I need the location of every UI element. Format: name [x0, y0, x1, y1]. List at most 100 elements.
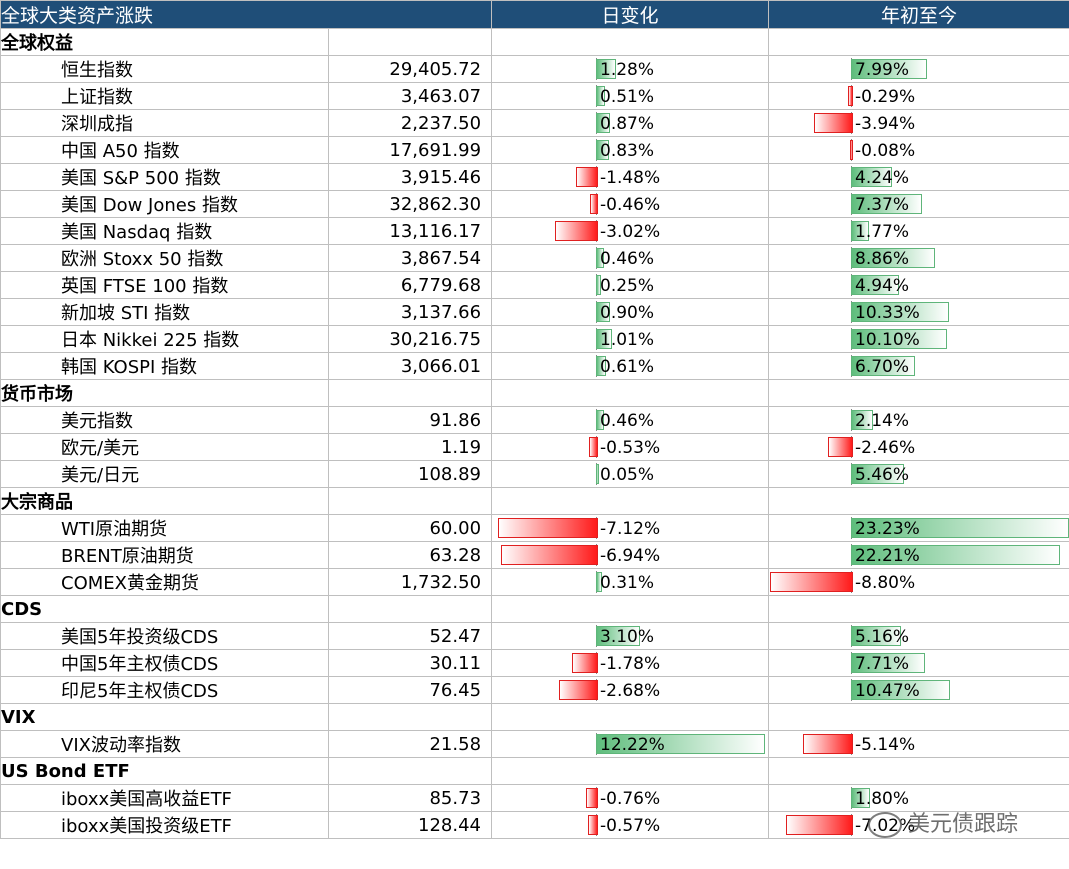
- table-body: 全球权益 恒生指数 29,405.72 1.28% 7.99% 上证指数 3,463.07 0…: [0, 28, 1069, 839]
- ytd-change-label: 7.99%: [855, 60, 910, 80]
- ytd-change-bar: [851, 221, 870, 241]
- asset-value: 3,867.54: [327, 244, 493, 272]
- day-change-bar: [596, 302, 611, 322]
- day-change-label: 0.51%: [600, 87, 655, 107]
- table-row: 美国 Dow Jones 指数 32,862.30 -0.46% 7.37%: [0, 190, 1069, 218]
- ytd-change-cell: 10.33%: [768, 298, 1069, 326]
- ytd-change-bar: [851, 248, 936, 268]
- day-change-bar: [596, 734, 766, 754]
- asset-value: 1.19: [327, 433, 493, 461]
- asset-name: COMEX黄金期货: [0, 568, 329, 596]
- day-change-cell: -0.53%: [491, 433, 770, 461]
- ytd-change-bar: [851, 410, 873, 430]
- day-change-bar: [596, 59, 616, 79]
- empty-cell: [768, 595, 1069, 623]
- day-change-bar: [596, 275, 602, 295]
- ytd-change-bar: [851, 518, 1069, 538]
- asset-name: WTI原油期货: [0, 514, 329, 542]
- section-title: CDS: [0, 595, 329, 623]
- asset-value: 13,116.17: [327, 217, 493, 245]
- table-row: 印尼5年主权债CDS 76.45 -2.68% 10.47%: [0, 676, 1069, 704]
- asset-value: 6,779.68: [327, 271, 493, 299]
- day-change-bar: [596, 248, 605, 268]
- day-change-label: -0.53%: [600, 438, 661, 458]
- ytd-change-cell: -0.29%: [768, 82, 1069, 110]
- asset-name: 日本 Nikkei 225 指数: [0, 325, 329, 353]
- asset-value: 52.47: [327, 622, 493, 650]
- day-change-label: 12.22%: [600, 735, 665, 755]
- table-row: WTI原油期货 60.00 -7.12% 23.23%: [0, 514, 1069, 542]
- table-row: 欧元/美元 1.19 -0.53% -2.46%: [0, 433, 1069, 461]
- day-change-cell: 0.31%: [491, 568, 770, 596]
- day-change-bar: [559, 680, 598, 700]
- day-change-bar: [596, 410, 605, 430]
- day-change-label: 1.01%: [600, 330, 655, 350]
- asset-value: 17,691.99: [327, 136, 493, 164]
- day-change-bar: [585, 788, 598, 808]
- ytd-change-label: -0.08%: [855, 141, 916, 161]
- day-change-cell: -7.12%: [491, 514, 770, 542]
- empty-cell: [327, 28, 493, 56]
- asset-name: iboxx美国高收益ETF: [0, 784, 329, 812]
- asset-name: 美国5年投资级CDS: [0, 622, 329, 650]
- section-row: VIX: [0, 703, 1069, 731]
- empty-cell: [327, 595, 493, 623]
- empty-cell: [491, 379, 770, 407]
- day-change-cell: 0.46%: [491, 244, 770, 272]
- ytd-change-bar: [851, 356, 916, 376]
- day-change-bar: [596, 464, 600, 484]
- asset-name: BRENT原油期货: [0, 541, 329, 569]
- table-header-row: 全球大类资产涨跌 日变化 年初至今: [0, 0, 1069, 29]
- table-row: 恒生指数 29,405.72 1.28% 7.99%: [0, 55, 1069, 83]
- asset-name: 英国 FTSE 100 指数: [0, 271, 329, 299]
- asset-name: 中国5年主权债CDS: [0, 649, 329, 677]
- ytd-change-label: 10.10%: [855, 330, 920, 350]
- empty-cell: [491, 703, 770, 731]
- day-change-label: 0.90%: [600, 303, 655, 323]
- table-row: 欧洲 Stoxx 50 指数 3,867.54 0.46% 8.86%: [0, 244, 1069, 272]
- ytd-change-label: -5.14%: [855, 735, 916, 755]
- ytd-change-cell: -0.08%: [768, 136, 1069, 164]
- ytd-change-label: 8.86%: [855, 249, 910, 269]
- empty-cell: [768, 757, 1069, 785]
- asset-name: 印尼5年主权债CDS: [0, 676, 329, 704]
- day-change-label: -3.02%: [600, 222, 661, 242]
- table-row: iboxx美国高收益ETF 85.73 -0.76% 1.80%: [0, 784, 1069, 812]
- ytd-change-cell: 23.23%: [768, 514, 1069, 542]
- asset-name: 美国 Dow Jones 指数: [0, 190, 329, 218]
- day-change-cell: 0.90%: [491, 298, 770, 326]
- day-change-cell: 0.87%: [491, 109, 770, 137]
- day-change-cell: -0.46%: [491, 190, 770, 218]
- empty-cell: [327, 379, 493, 407]
- table-row: iboxx美国投资级ETF 128.44 -0.57% -7.02%: [0, 811, 1069, 839]
- asset-value: 29,405.72: [327, 55, 493, 83]
- ytd-change-bar: [851, 464, 904, 484]
- asset-performance-table: 全球大类资产涨跌 日变化 年初至今 全球权益 恒生指数 29,405.72 1.28%…: [0, 0, 1069, 839]
- section-title: 货币市场: [0, 379, 329, 407]
- table-row: COMEX黄金期货 1,732.50 0.31% -8.80%: [0, 568, 1069, 596]
- asset-name: 欧元/美元: [0, 433, 329, 461]
- day-change-cell: 0.25%: [491, 271, 770, 299]
- section-title: US Bond ETF: [0, 757, 329, 785]
- asset-value: 30,216.75: [327, 325, 493, 353]
- ytd-change-label: 5.46%: [855, 465, 910, 485]
- wechat-icon: [868, 812, 902, 838]
- asset-value: 32,862.30: [327, 190, 493, 218]
- day-change-cell: 1.01%: [491, 325, 770, 353]
- asset-name: VIX波动率指数: [0, 730, 329, 758]
- section-row: 大宗商品: [0, 487, 1069, 515]
- asset-name: 新加坡 STI 指数: [0, 298, 329, 326]
- ytd-change-bar: [770, 572, 854, 592]
- day-change-cell: -2.68%: [491, 676, 770, 704]
- table-title: 全球大类资产涨跌: [0, 0, 493, 29]
- ytd-change-cell: -2.46%: [768, 433, 1069, 461]
- asset-name: 欧洲 Stoxx 50 指数: [0, 244, 329, 272]
- column-header-day-change: 日变化: [491, 0, 770, 29]
- ytd-change-cell: 4.94%: [768, 271, 1069, 299]
- day-change-bar: [588, 815, 598, 835]
- day-change-bar: [554, 221, 598, 241]
- day-change-bar: [596, 86, 605, 106]
- day-change-label: 0.05%: [600, 465, 655, 485]
- ytd-change-bar: [851, 680, 951, 700]
- ytd-change-label: -8.80%: [855, 573, 916, 593]
